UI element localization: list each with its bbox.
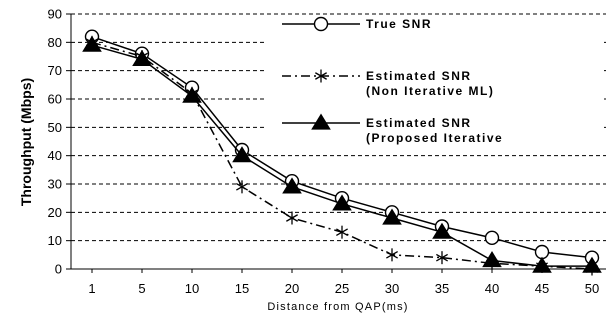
y-tick-label: 0 (55, 262, 62, 277)
data-point (436, 251, 448, 265)
data-point (282, 177, 302, 194)
data-point (482, 251, 502, 268)
x-tick-label: 10 (185, 281, 199, 296)
x-tick-label: 45 (535, 281, 549, 296)
y-tick-label: 90 (48, 7, 62, 22)
x-tick-label: 5 (138, 281, 145, 296)
series (82, 29, 602, 276)
y-tick-label: 60 (48, 92, 62, 107)
data-point (534, 244, 550, 260)
data-point (386, 248, 398, 262)
data-point (532, 256, 552, 273)
data-point (382, 208, 402, 225)
data-point (232, 146, 252, 163)
x-tick-label: 15 (235, 281, 249, 296)
legend-entry-2: Estimated SNR(Non Iterative ML) (282, 69, 494, 98)
data-point (236, 180, 248, 194)
data-point (82, 35, 102, 52)
x-tick-label: 50 (585, 281, 599, 296)
y-tick-label: 20 (48, 205, 62, 220)
y-tick-label: 50 (48, 120, 62, 135)
axes (70, 14, 606, 270)
legend-label: (Proposed Iterative (366, 131, 503, 145)
data-point (582, 256, 602, 273)
y-tick-label: 80 (48, 35, 62, 50)
y-tick-label: 10 (48, 233, 62, 248)
y-tick-label: 30 (48, 177, 62, 192)
x-tick-label: 25 (335, 281, 349, 296)
legend-entry-1: True SNR (282, 16, 432, 32)
x-tick-label: 30 (385, 281, 399, 296)
x-tick-labels: 1 5 10 15 20 25 30 35 40 45 50 (88, 269, 599, 296)
legend-label: True SNR (366, 17, 432, 31)
x-tick-label: 20 (285, 281, 299, 296)
x-axis-title: Distance from QAP(ms) (267, 301, 408, 313)
x-tick-label: 35 (435, 281, 449, 296)
legend-marker (311, 113, 331, 130)
data-point (484, 230, 500, 246)
y-axis-title: Throughput (Mbps) (18, 78, 34, 206)
y-tick-labels: 0 10 20 30 40 50 60 70 80 90 (48, 7, 71, 277)
legend-label: Estimated SNR (366, 116, 472, 130)
data-point (182, 86, 202, 103)
data-point (336, 225, 348, 239)
legend-entry-3: Estimated SNR(Proposed Iterative (282, 113, 503, 145)
y-tick-label: 40 (48, 148, 62, 163)
series-3 (82, 35, 602, 273)
x-tick-label: 40 (485, 281, 499, 296)
legend-marker (315, 69, 327, 83)
legend-label: (Non Iterative ML) (366, 84, 494, 98)
x-tick-label: 1 (88, 281, 95, 296)
data-point (286, 211, 298, 225)
legend-label: Estimated SNR (366, 69, 472, 83)
data-point (132, 49, 152, 66)
data-point (432, 222, 452, 239)
data-point (332, 194, 352, 211)
legend-marker (313, 16, 329, 32)
y-tick-label: 70 (48, 63, 62, 78)
